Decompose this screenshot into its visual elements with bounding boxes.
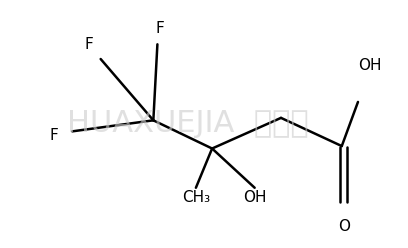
Text: O: O (338, 219, 350, 235)
Text: F: F (84, 37, 93, 52)
Text: OH: OH (243, 190, 266, 205)
Text: OH: OH (358, 58, 381, 73)
Text: F: F (155, 21, 164, 36)
Text: HUAXUEJIA  化学加: HUAXUEJIA 化学加 (67, 110, 308, 138)
Text: CH₃: CH₃ (182, 190, 210, 205)
Text: F: F (50, 127, 58, 143)
